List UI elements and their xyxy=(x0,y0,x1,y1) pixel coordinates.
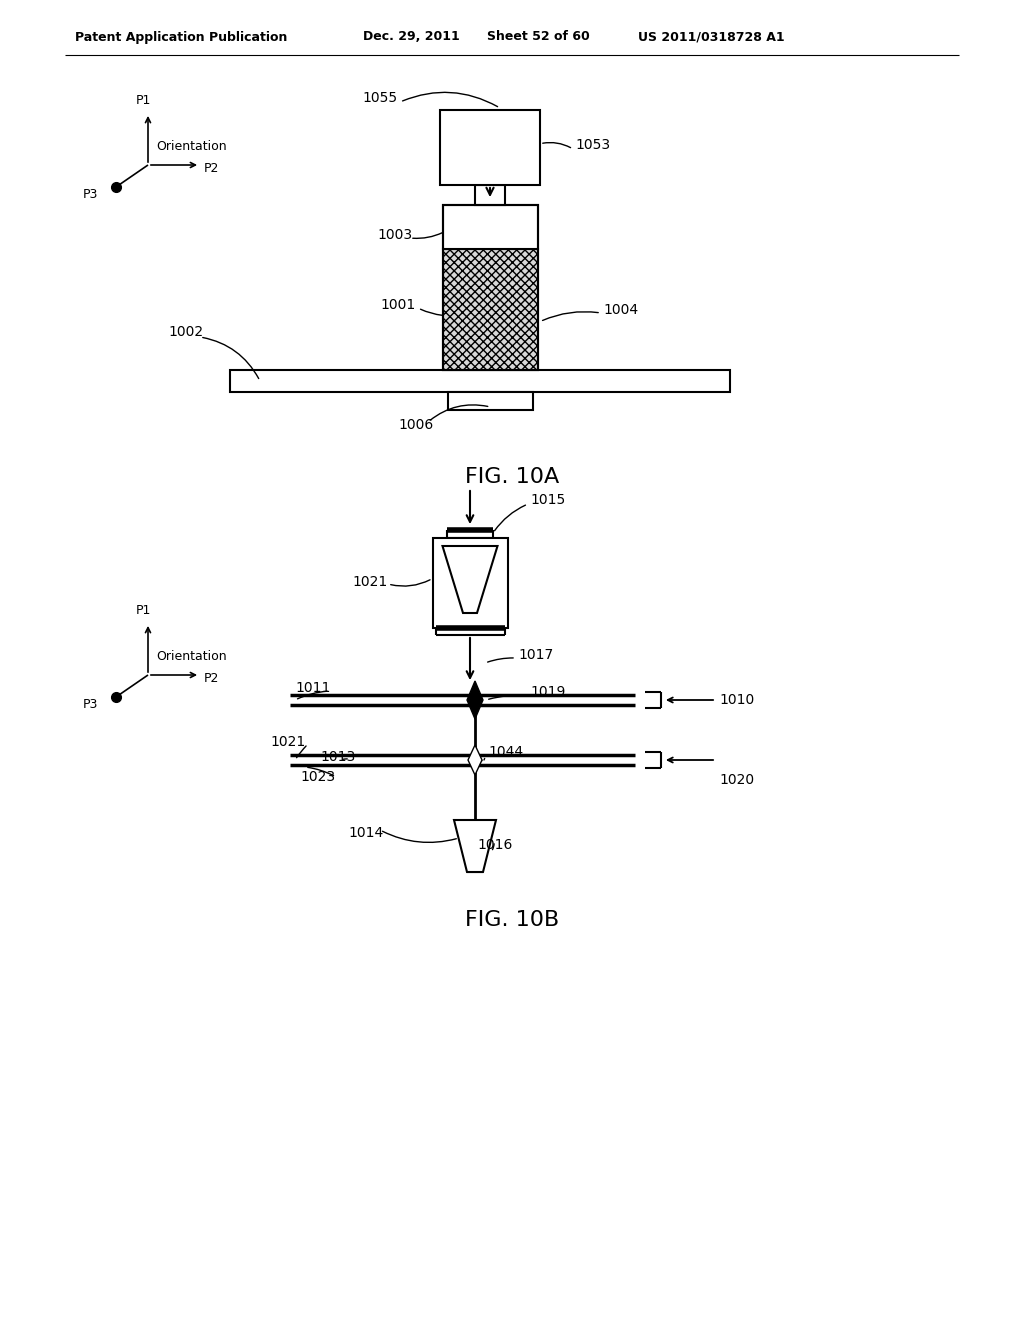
Text: Dec. 29, 2011: Dec. 29, 2011 xyxy=(362,30,460,44)
Text: 1014: 1014 xyxy=(348,826,383,840)
Bar xyxy=(443,205,538,370)
Polygon shape xyxy=(442,546,498,612)
Bar xyxy=(230,370,730,392)
Text: P3: P3 xyxy=(83,189,98,202)
Text: 1055: 1055 xyxy=(362,91,397,106)
Bar xyxy=(443,249,538,370)
Bar xyxy=(449,392,534,411)
Text: 1011: 1011 xyxy=(295,681,331,696)
Text: FIG. 10B: FIG. 10B xyxy=(465,909,559,931)
Text: 1006: 1006 xyxy=(398,418,433,432)
Text: 1021: 1021 xyxy=(352,576,387,589)
Text: Orientation: Orientation xyxy=(156,140,226,153)
Text: 1013: 1013 xyxy=(319,750,355,764)
Polygon shape xyxy=(454,820,496,873)
Text: 1019: 1019 xyxy=(530,685,565,700)
Text: P3: P3 xyxy=(83,698,98,711)
Text: P1: P1 xyxy=(136,603,152,616)
Text: 1002: 1002 xyxy=(168,325,203,339)
Text: Orientation: Orientation xyxy=(156,651,226,664)
Text: 1021: 1021 xyxy=(270,735,305,748)
Text: 1020: 1020 xyxy=(719,774,754,787)
Text: 1044: 1044 xyxy=(488,744,523,759)
Text: 1023: 1023 xyxy=(300,770,335,784)
Text: FIG. 10A: FIG. 10A xyxy=(465,467,559,487)
Text: 1004: 1004 xyxy=(603,304,638,317)
Text: P2: P2 xyxy=(204,161,219,174)
Text: US 2011/0318728 A1: US 2011/0318728 A1 xyxy=(638,30,784,44)
Text: 1015: 1015 xyxy=(530,492,565,507)
Text: 1001: 1001 xyxy=(380,298,416,312)
Text: 1003: 1003 xyxy=(377,228,412,242)
Bar xyxy=(432,539,508,628)
Text: 1053: 1053 xyxy=(575,139,610,152)
Polygon shape xyxy=(468,744,482,775)
Bar xyxy=(440,110,540,185)
Text: 1017: 1017 xyxy=(518,648,553,663)
Polygon shape xyxy=(467,681,483,719)
Text: P2: P2 xyxy=(204,672,219,685)
Bar xyxy=(475,185,505,205)
Text: 1010: 1010 xyxy=(719,693,755,708)
Bar xyxy=(443,205,538,249)
Text: P1: P1 xyxy=(136,94,152,107)
Text: 1016: 1016 xyxy=(477,838,512,851)
Text: Patent Application Publication: Patent Application Publication xyxy=(75,30,288,44)
Text: Sheet 52 of 60: Sheet 52 of 60 xyxy=(487,30,590,44)
